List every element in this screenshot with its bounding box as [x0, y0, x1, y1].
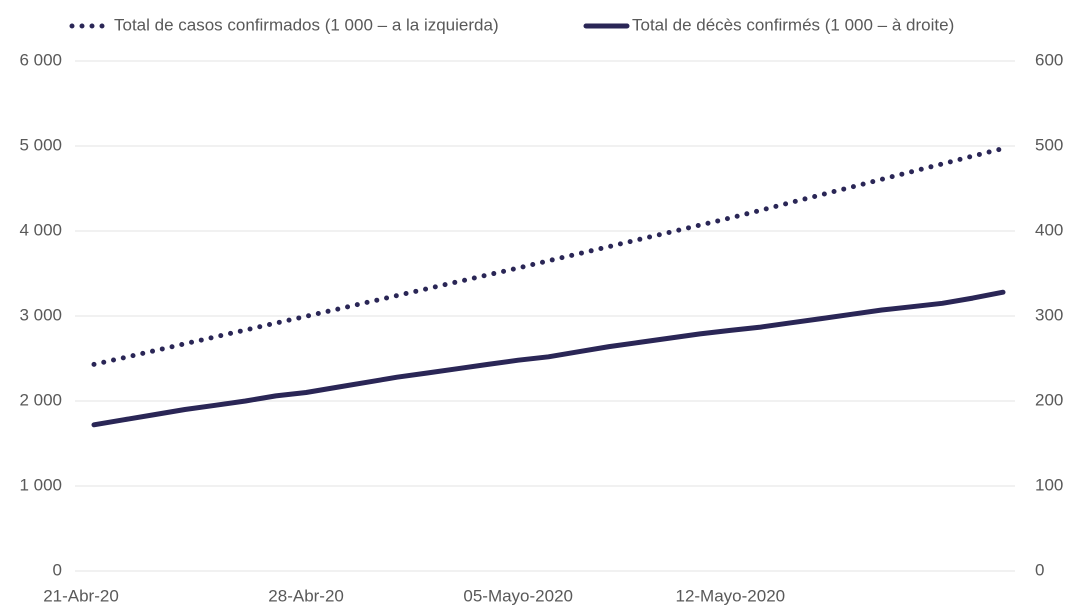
y2-tick-label: 300: [1035, 305, 1063, 324]
y2-tick-label: 0: [1035, 560, 1044, 579]
y-tick-label: 4 000: [19, 220, 62, 239]
x-tick-label: 05-Mayo-2020: [463, 586, 573, 605]
y2-tick-label: 600: [1035, 50, 1063, 69]
series-line: [91, 289, 1006, 428]
x-tick-label: 28-Abr-20: [268, 586, 344, 605]
legend-label: Total de décès confirmés (1 000 – à droi…: [632, 15, 954, 34]
y2-tick-label: 100: [1035, 475, 1063, 494]
y2-tick-label: 200: [1035, 390, 1063, 409]
y-tick-label: 3 000: [19, 305, 62, 324]
x-tick-label: 21-Abr-20: [43, 586, 119, 605]
y-tick-label: 0: [53, 560, 62, 579]
y-tick-label: 5 000: [19, 135, 62, 154]
x-tick-label: 12-Mayo-2020: [675, 586, 785, 605]
y-tick-label: 1 000: [19, 475, 62, 494]
series-line: [91, 146, 1006, 367]
y-tick-label: 2 000: [19, 390, 62, 409]
y-tick-label: 6 000: [19, 50, 62, 69]
y2-tick-label: 400: [1035, 220, 1063, 239]
y2-tick-label: 500: [1035, 135, 1063, 154]
legend-label: Total de casos confirmados (1 000 – a la…: [114, 15, 499, 34]
